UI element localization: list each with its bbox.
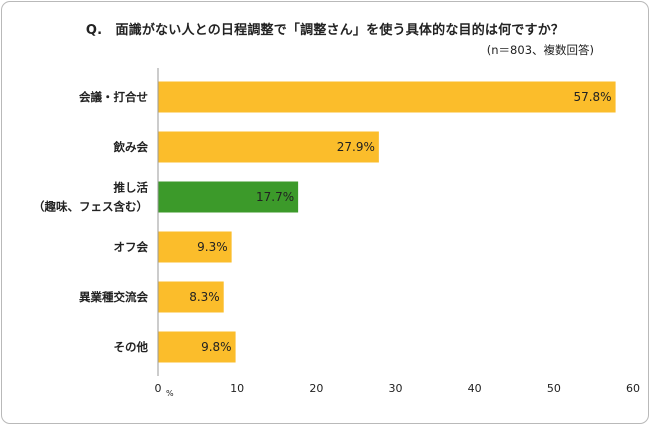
x-tick-label: 20 (309, 382, 323, 395)
x-tick-label: 0 (155, 382, 162, 395)
chart-title: Q. 面識がない人との日程調整で「調整さん」を使う具体的な目的は何ですか？ (85, 23, 565, 38)
category-label: その他 (114, 340, 149, 354)
bar (158, 181, 299, 213)
x-tick-label: 10 (230, 382, 244, 395)
data-label: 27.9% (337, 140, 375, 154)
category-label: 異業種交流会 (79, 290, 148, 304)
x-tick-label: 60 (626, 382, 640, 395)
category-label: 推し活 (114, 181, 149, 195)
x-tick-label: 50 (547, 382, 561, 395)
category-label: （趣味、フェス含む） (33, 200, 148, 214)
x-unit-label: % (166, 389, 174, 398)
category-label: 飲み会 (113, 140, 149, 154)
bar (158, 81, 616, 113)
x-tick-label: 30 (389, 382, 403, 395)
data-label: 9.8% (201, 340, 232, 354)
data-label: 57.8% (573, 90, 611, 104)
bar (158, 131, 379, 163)
bar (158, 231, 232, 263)
category-label: オフ会 (114, 240, 149, 254)
x-tick-label: 40 (468, 382, 482, 395)
data-label: 8.3% (189, 290, 220, 304)
category-label: 会議・打合せ (78, 90, 148, 104)
data-label: 9.3% (197, 240, 228, 254)
data-label: 17.7% (256, 190, 294, 204)
bar (158, 281, 224, 313)
bar (158, 331, 236, 363)
chart-subtitle: (n＝803、複数回答) (486, 43, 594, 57)
